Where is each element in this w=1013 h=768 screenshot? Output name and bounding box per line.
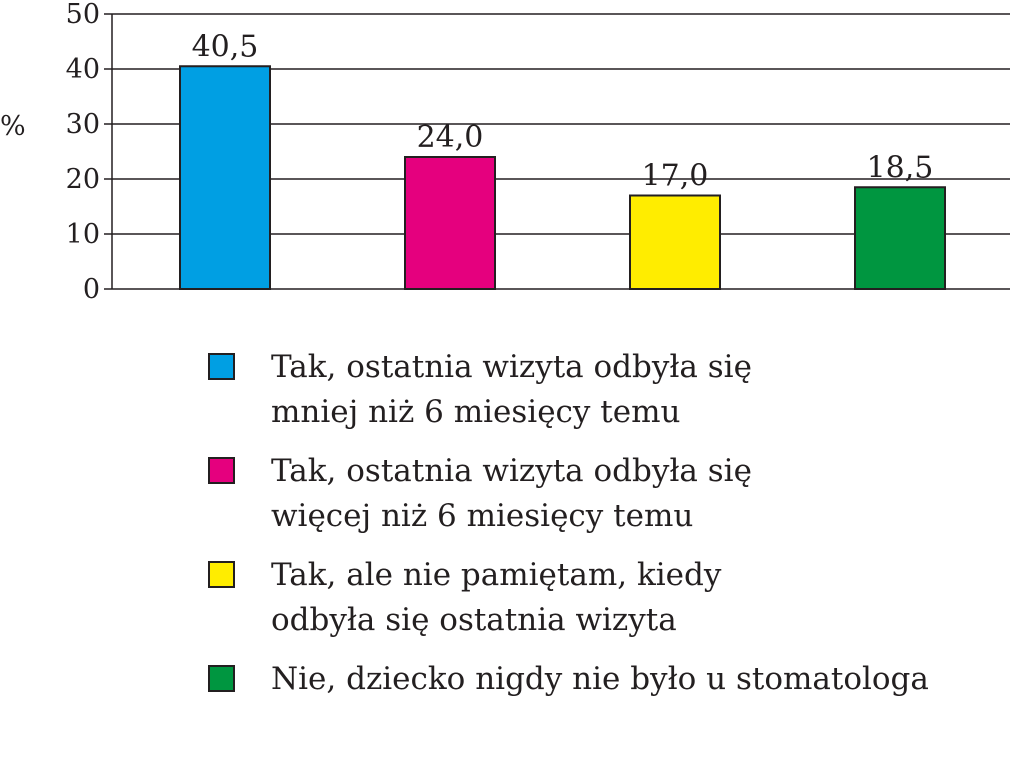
y-tick-label: 30	[66, 109, 100, 140]
bar-value-labels: 40,5 24,0 17,0 18,5	[192, 29, 934, 193]
legend-swatch	[208, 353, 235, 380]
bar-value-label: 18,5	[867, 150, 934, 185]
bars	[179, 65, 946, 290]
bar-value-label: 17,0	[642, 159, 709, 194]
legend-item: Tak, ostatnia wizyta odbyła się więcej n…	[208, 449, 1008, 539]
bar-value-label: 24,0	[417, 120, 484, 155]
y-tick-label: 0	[83, 274, 100, 305]
y-tick-label: 10	[66, 219, 100, 250]
legend-item: Tak, ostatnia wizyta odbyła się mniej ni…	[208, 345, 1008, 435]
legend-label: Tak, ostatnia wizyta odbyła się mniej ni…	[271, 349, 752, 430]
legend-item: Nie, dziecko nigdy nie było u stomatolog…	[208, 657, 1008, 702]
legend-swatch	[208, 456, 235, 484]
bar	[404, 156, 496, 290]
y-tick-label: 20	[66, 164, 100, 195]
bar	[629, 194, 721, 290]
y-axis-label: %	[0, 111, 26, 142]
bar	[854, 186, 946, 290]
legend-swatch	[208, 560, 235, 588]
y-tick-label: 50	[66, 0, 100, 30]
legend-swatch	[208, 664, 235, 692]
y-axis-tick-labels: 0 10 20 30 40 50	[66, 0, 100, 305]
legend-label: Tak, ostatnia wizyta odbyła się więcej n…	[271, 452, 752, 534]
legend-item: Tak, ale nie pamiętam, kiedy odbyła się …	[208, 553, 1008, 643]
bar-value-label: 40,5	[192, 29, 259, 64]
legend: Tak, ostatnia wizyta odbyła się mniej ni…	[208, 345, 1008, 716]
y-tick-label: 40	[66, 54, 100, 85]
legend-label: Nie, dziecko nigdy nie było u stomatolog…	[271, 660, 929, 697]
legend-label: Tak, ale nie pamiętam, kiedy odbyła się …	[271, 556, 722, 638]
bar	[179, 65, 271, 290]
